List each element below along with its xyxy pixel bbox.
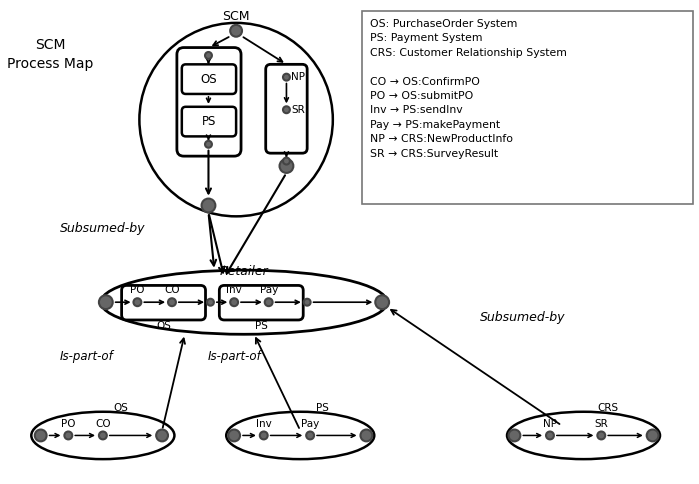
Circle shape xyxy=(228,429,240,441)
Text: OS: OS xyxy=(113,403,128,413)
Text: PS: PS xyxy=(315,403,329,413)
Circle shape xyxy=(168,298,176,306)
Text: Inv: Inv xyxy=(226,286,242,295)
FancyBboxPatch shape xyxy=(177,47,241,156)
Text: PS: PS xyxy=(202,115,216,128)
FancyBboxPatch shape xyxy=(266,64,307,153)
Text: PO: PO xyxy=(130,286,145,295)
Circle shape xyxy=(265,298,273,306)
Text: Is-part-of: Is-part-of xyxy=(208,350,261,363)
Text: SCM: SCM xyxy=(222,11,250,23)
Circle shape xyxy=(230,25,242,37)
Text: Subsumed-by: Subsumed-by xyxy=(480,311,565,323)
Circle shape xyxy=(598,432,605,439)
Ellipse shape xyxy=(31,412,175,459)
Circle shape xyxy=(201,198,215,212)
Circle shape xyxy=(139,23,333,216)
Text: Is-part-of: Is-part-of xyxy=(59,350,113,363)
Text: NP: NP xyxy=(543,419,557,429)
Text: Subsumed-by: Subsumed-by xyxy=(60,222,145,235)
Circle shape xyxy=(283,106,290,113)
Text: Pay: Pay xyxy=(301,419,319,429)
Circle shape xyxy=(230,298,238,306)
Circle shape xyxy=(303,299,310,306)
Ellipse shape xyxy=(101,270,387,334)
Circle shape xyxy=(205,141,212,148)
Circle shape xyxy=(546,432,554,439)
FancyBboxPatch shape xyxy=(219,286,303,320)
FancyBboxPatch shape xyxy=(182,107,236,136)
Ellipse shape xyxy=(226,412,374,459)
Circle shape xyxy=(99,295,113,309)
Circle shape xyxy=(260,432,268,439)
FancyBboxPatch shape xyxy=(182,64,236,94)
Circle shape xyxy=(283,74,290,81)
Circle shape xyxy=(508,429,520,441)
Text: SCM
Process Map: SCM Process Map xyxy=(8,38,94,71)
Circle shape xyxy=(205,52,212,59)
Circle shape xyxy=(99,432,107,439)
Text: OS: OS xyxy=(201,73,217,86)
Circle shape xyxy=(134,298,141,306)
Circle shape xyxy=(280,159,294,173)
Ellipse shape xyxy=(507,412,660,459)
Circle shape xyxy=(207,299,214,306)
Circle shape xyxy=(283,158,290,165)
Text: CRS: CRS xyxy=(598,403,619,413)
FancyBboxPatch shape xyxy=(122,286,206,320)
Text: PS: PS xyxy=(255,321,268,331)
Circle shape xyxy=(156,429,168,441)
FancyBboxPatch shape xyxy=(363,11,693,203)
Circle shape xyxy=(375,295,389,309)
Text: OS: PurchaseOrder System
PS: Payment System
CRS: Customer Relationship System

C: OS: PurchaseOrder System PS: Payment Sys… xyxy=(370,19,567,159)
Text: OS: OS xyxy=(156,321,171,331)
Circle shape xyxy=(64,432,72,439)
Circle shape xyxy=(361,429,373,441)
Text: SR: SR xyxy=(594,419,608,429)
Circle shape xyxy=(35,429,47,441)
Text: PO: PO xyxy=(61,419,75,429)
Text: NP: NP xyxy=(291,72,305,82)
Circle shape xyxy=(306,432,314,439)
Text: Inv: Inv xyxy=(256,419,272,429)
Circle shape xyxy=(647,429,658,441)
Text: CO: CO xyxy=(95,419,110,429)
Text: SR: SR xyxy=(291,105,305,115)
Text: Pay: Pay xyxy=(259,286,278,295)
Text: Retailer: Retailer xyxy=(219,265,268,278)
Text: CO: CO xyxy=(164,286,180,295)
